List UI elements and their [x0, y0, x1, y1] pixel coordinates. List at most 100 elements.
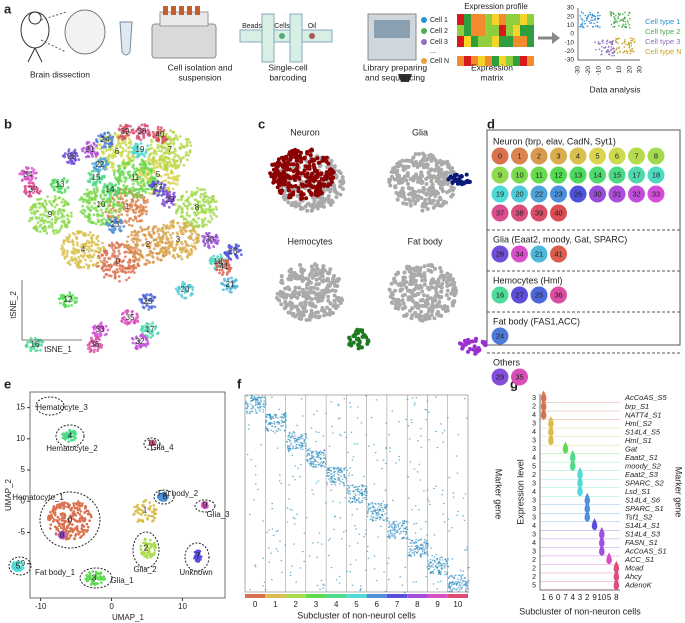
cluster-number: 40 [554, 208, 562, 217]
cell-point [132, 237, 135, 241]
cell-point [113, 250, 116, 254]
cell-point [140, 173, 143, 177]
bg-point [297, 203, 302, 208]
highlight-point [347, 342, 352, 347]
cell-point [151, 130, 155, 134]
highlight-point [294, 167, 299, 172]
cell-point [111, 165, 115, 169]
bg-point [326, 298, 331, 303]
cell-point [163, 139, 167, 143]
bg-point [410, 194, 415, 199]
bg-point [425, 297, 430, 302]
x-tick-label: -10 [595, 66, 602, 76]
scatter-dot [624, 51, 626, 53]
highlight-point [307, 166, 312, 171]
bg-point [281, 295, 286, 300]
scatter-dot [594, 41, 596, 43]
cell-point [92, 233, 95, 237]
cell-point [174, 246, 178, 250]
cell-point [62, 208, 66, 212]
scatter-dot [597, 41, 600, 43]
cell-point [66, 202, 70, 205]
cell-point [184, 240, 188, 244]
cell-point [99, 223, 103, 226]
cell-point [189, 230, 193, 233]
y-tick-label: 5 [21, 465, 26, 474]
scatter-dot [594, 15, 597, 18]
cell-point [215, 208, 219, 211]
cell-point [34, 227, 37, 231]
cell-point [219, 282, 223, 286]
cell-point [84, 233, 88, 237]
bg-point [332, 298, 337, 303]
scatter-dot [610, 11, 613, 13]
matrix-cell [527, 25, 534, 36]
bg-point [330, 200, 335, 205]
cell-point [55, 203, 59, 207]
scatter-dot [582, 26, 585, 29]
cell-point [95, 144, 98, 148]
cell-point [188, 149, 192, 152]
bg-point [398, 163, 403, 168]
cell-point [153, 191, 157, 195]
cell-point [189, 293, 193, 297]
bg-point [414, 304, 419, 309]
bg-point [422, 282, 427, 287]
bg-point [405, 181, 410, 186]
cell-point [132, 246, 136, 250]
bg-point [442, 160, 447, 165]
cell-point [204, 210, 208, 214]
bg-point [297, 310, 302, 315]
bg-point [406, 297, 411, 302]
cluster-number: 26 [574, 189, 582, 198]
cell-point [193, 198, 197, 201]
cell-point [191, 222, 194, 226]
cell-point [73, 300, 77, 304]
cell-point [176, 221, 180, 225]
bg-point [310, 275, 315, 280]
cell-point [107, 155, 110, 159]
bg-point [413, 310, 418, 315]
cell-label: ... [430, 48, 436, 55]
matrix-cell [457, 14, 464, 25]
cell-point [190, 207, 194, 211]
cell-point [146, 187, 150, 191]
y-tick-label: -5 [18, 528, 26, 537]
bg-point [422, 264, 427, 269]
bg-point [401, 301, 406, 306]
scatter-dot [596, 24, 599, 27]
cell-point [161, 159, 165, 163]
cluster-label: 1 [125, 202, 130, 211]
cell-point [79, 254, 83, 258]
scatter-dot [610, 14, 613, 17]
cell-point [62, 242, 66, 246]
cluster-number: 34 [515, 249, 523, 258]
cell-point [106, 204, 110, 208]
scatter-dot [587, 15, 589, 18]
scatter-dot [614, 50, 616, 53]
cell-point [147, 230, 151, 234]
highlight-point [298, 150, 303, 155]
cell-point [38, 206, 42, 209]
cell-point [172, 254, 176, 257]
cell-point [142, 182, 146, 186]
cell-point [178, 135, 182, 138]
cell-point [54, 218, 58, 222]
cell-point [127, 265, 131, 269]
bg-point [394, 305, 399, 310]
cell-point [228, 269, 232, 273]
cell-point [135, 191, 139, 195]
step-label: barcoding [269, 72, 307, 82]
bg-point [433, 203, 438, 208]
cell-point [90, 204, 93, 208]
cell-point [201, 224, 204, 228]
cluster-label: 24 [101, 135, 110, 144]
cell-point [120, 219, 124, 223]
cell-point [31, 216, 34, 220]
scatter-dot [622, 20, 625, 22]
cell-point [152, 225, 156, 228]
cluster-number: 23 [554, 189, 562, 198]
y-tick-label: 20 [567, 13, 575, 20]
cell-point [39, 223, 43, 227]
